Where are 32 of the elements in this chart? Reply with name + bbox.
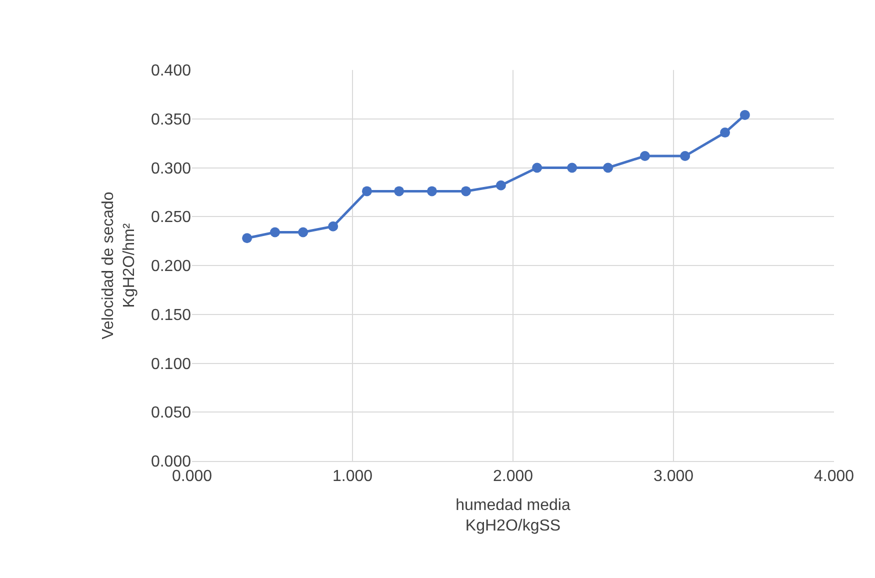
point [720, 128, 730, 138]
y-axis-title: Velocidad de secado KgH2O/hm² [100, 192, 138, 340]
x-tick-label: 1.000 [332, 468, 373, 486]
point [603, 162, 614, 173]
y-tick-label: 0.200 [150, 258, 192, 276]
point [426, 186, 437, 196]
x-tick-label: 0.000 [172, 468, 212, 486]
point [496, 180, 506, 190]
y-tick-label: 0.250 [150, 209, 192, 226]
x-axis-title: humedad media KgH2O/kgSS [456, 496, 570, 535]
point [242, 233, 252, 244]
point [640, 151, 650, 162]
y-tick-label: 0.150 [150, 306, 192, 324]
x-tick-label: 4.000 [814, 468, 854, 486]
y-tick-label: 0.300 [150, 160, 192, 178]
point [532, 162, 542, 173]
y-tick-label: 0.050 [150, 404, 192, 422]
x-tick-label: 3.000 [653, 468, 694, 486]
point [394, 186, 404, 196]
point [298, 227, 308, 238]
x-tick-label: 2.000 [492, 468, 534, 486]
point [680, 151, 690, 162]
y-tick-label: 0.000 [150, 454, 192, 471]
y-tick-label: 0.350 [150, 111, 192, 128]
point [460, 186, 471, 196]
point [328, 221, 338, 232]
point [362, 186, 372, 196]
point [270, 227, 280, 238]
y-tick-label: 0.100 [150, 356, 192, 373]
point [740, 110, 750, 120]
point [567, 162, 578, 173]
y-tick-label: 0.400 [150, 62, 192, 80]
